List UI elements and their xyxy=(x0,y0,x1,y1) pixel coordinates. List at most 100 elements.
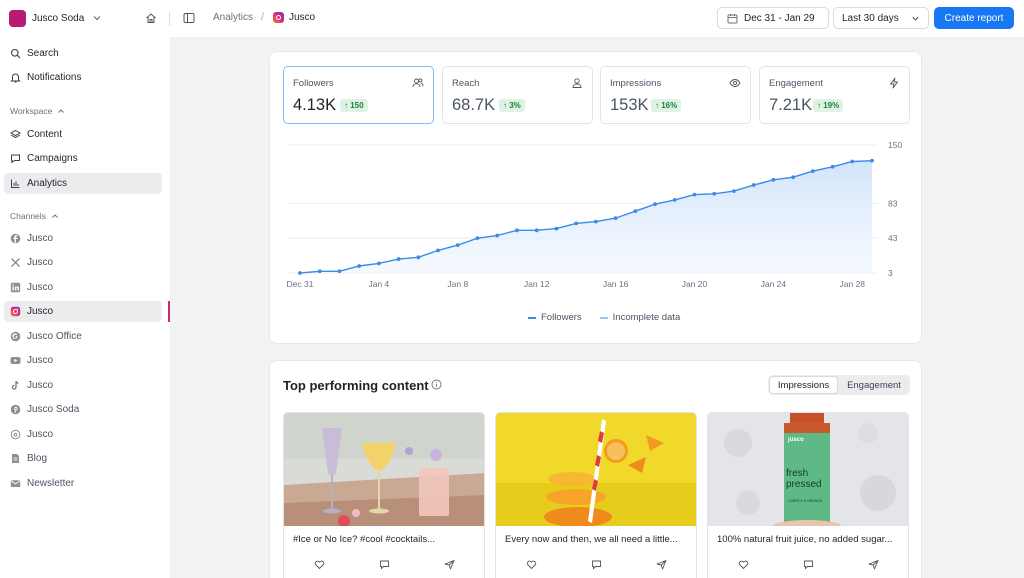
x-tick-label: Jan 20 xyxy=(682,279,708,289)
data-point xyxy=(436,248,440,253)
toggle-impressions[interactable]: Impressions xyxy=(769,376,838,394)
sidebar-item-search[interactable]: Search xyxy=(4,43,162,64)
workspace-section-header[interactable]: Workspace xyxy=(10,106,65,116)
sidebar-item-label: Search xyxy=(27,48,59,59)
channel-instagram[interactable]: Jusco xyxy=(4,301,162,322)
data-point xyxy=(712,191,717,196)
channel-label: Jusco xyxy=(27,380,54,391)
channel-facebook[interactable]: Jusco xyxy=(4,228,162,249)
channel-label: Jusco xyxy=(27,306,54,317)
post-card[interactable]: #Ice or No Ice? #cool #cocktails... xyxy=(283,412,485,578)
breadcrumb-analytics[interactable]: Analytics xyxy=(213,12,254,23)
date-range-picker[interactable]: Dec 31 - Jan 29 xyxy=(717,7,829,29)
post-actions xyxy=(708,559,908,573)
chevron-up-icon xyxy=(52,214,58,218)
share-icon[interactable] xyxy=(656,559,667,570)
legend-item-followers[interactable]: Followers xyxy=(541,312,582,323)
range-preset-select[interactable]: Last 30 days xyxy=(833,7,929,29)
sidebar-item-campaigns[interactable]: Campaigns xyxy=(4,148,162,169)
metric-card-followers[interactable]: Followers 4.13K ↑ 150 xyxy=(283,66,434,124)
threads-icon xyxy=(10,429,21,440)
metric-card-impressions[interactable]: Impressions 153K ↑ 16% xyxy=(600,66,751,124)
channel-newsletter[interactable]: Newsletter xyxy=(4,473,162,494)
create-report-button[interactable]: Create report xyxy=(934,7,1014,29)
channel-youtube[interactable]: Jusco xyxy=(4,350,162,371)
data-point xyxy=(771,177,776,182)
metric-label: Reach xyxy=(452,78,480,89)
sidebar-item-label: Analytics xyxy=(27,178,68,189)
data-point xyxy=(515,228,519,233)
data-point xyxy=(416,255,421,260)
channel-label: Jusco xyxy=(27,355,54,366)
channel-tiktok[interactable]: Jusco xyxy=(4,375,162,396)
channel-label: Jusco xyxy=(27,233,54,244)
heart-icon[interactable] xyxy=(314,559,325,570)
legend-swatch-incomplete xyxy=(599,316,608,319)
data-point xyxy=(593,219,598,224)
section-label: Channels xyxy=(10,211,46,221)
home-icon[interactable] xyxy=(145,12,157,24)
heart-icon[interactable] xyxy=(526,559,537,570)
data-point xyxy=(830,164,835,169)
bottle-line2-text: pressed xyxy=(786,479,822,490)
comment-icon[interactable] xyxy=(591,559,602,570)
sidebar-toggle-icon[interactable] xyxy=(183,12,195,24)
metric-delta-badge: ↑ 19% xyxy=(813,99,844,112)
channel-blog[interactable]: Blog xyxy=(4,448,162,469)
chevron-up-icon xyxy=(58,109,65,113)
channel-label: Jusco Soda xyxy=(27,404,80,415)
data-point xyxy=(396,257,401,261)
chat-icon xyxy=(11,154,20,164)
instagram-icon xyxy=(10,306,21,317)
metric-label: Engagement xyxy=(769,78,823,89)
newsletter-icon xyxy=(10,480,21,487)
x-tick-label: Jan 16 xyxy=(603,279,629,289)
channel-pinterest[interactable]: Jusco Soda xyxy=(4,399,162,420)
followers-chart: 3 43 83 150 Dec 31 Jan 4 Jan 8 Jan 12 Jan 16 Jan … xyxy=(287,140,903,289)
comment-icon[interactable] xyxy=(379,559,390,570)
legend-item-incomplete[interactable]: Incomplete data xyxy=(612,312,681,323)
active-channel-marker xyxy=(168,301,170,322)
section-title: Top performing content xyxy=(283,378,429,393)
share-icon[interactable] xyxy=(868,559,879,570)
sidebar-item-notifications[interactable]: Notifications xyxy=(4,67,162,88)
sidebar-item-label: Campaigns xyxy=(27,153,78,164)
comment-icon[interactable] xyxy=(803,559,814,570)
data-point xyxy=(317,269,322,274)
channel-google[interactable]: Jusco Office xyxy=(4,326,162,347)
post-card[interactable]: Every now and then, we all need a little… xyxy=(495,412,697,578)
series-area-followers xyxy=(300,160,872,273)
metric-label: Followers xyxy=(293,78,334,89)
bottle-brand-text: jusco xyxy=(788,437,804,443)
data-point xyxy=(672,197,677,202)
data-point xyxy=(574,221,579,226)
share-icon[interactable] xyxy=(444,559,455,570)
bell-icon xyxy=(10,73,21,83)
sidebar-item-content[interactable]: Content xyxy=(4,124,162,145)
metric-card-engagement[interactable]: Engagement 7.21K ↑ 19% xyxy=(759,66,910,124)
data-point xyxy=(298,271,302,275)
info-icon[interactable] xyxy=(431,379,442,390)
brand-name: Jusco Soda xyxy=(32,12,85,24)
channel-threads[interactable]: Jusco xyxy=(4,424,162,445)
instagram-icon xyxy=(273,12,284,23)
channel-label: Jusco Office xyxy=(27,331,82,342)
chart-legend: Followers Incomplete data xyxy=(528,312,680,323)
pinterest-icon xyxy=(10,404,21,415)
post-card[interactable]: jusco fresh pressed CARROT & ORANGE 100%… xyxy=(707,412,909,578)
toggle-engagement[interactable]: Engagement xyxy=(847,379,901,391)
channel-x[interactable]: Jusco xyxy=(4,252,162,273)
workspace-switcher[interactable]: Jusco Soda xyxy=(9,9,102,27)
channel-linkedin[interactable]: Jusco xyxy=(4,277,162,298)
metric-card-reach[interactable]: Reach 68.7K ↑ 3% xyxy=(442,66,593,124)
date-range-label: Dec 31 - Jan 29 xyxy=(744,12,815,24)
metric-value: 68.7K xyxy=(452,96,496,114)
google-icon xyxy=(10,331,21,342)
heart-icon[interactable] xyxy=(738,559,749,570)
data-point xyxy=(534,228,539,233)
data-point xyxy=(850,159,855,164)
channels-section-header[interactable]: Channels xyxy=(10,211,59,221)
x-tick-label: Jan 8 xyxy=(447,279,468,289)
sidebar-item-analytics[interactable]: Analytics xyxy=(4,173,162,194)
data-point xyxy=(870,158,874,163)
